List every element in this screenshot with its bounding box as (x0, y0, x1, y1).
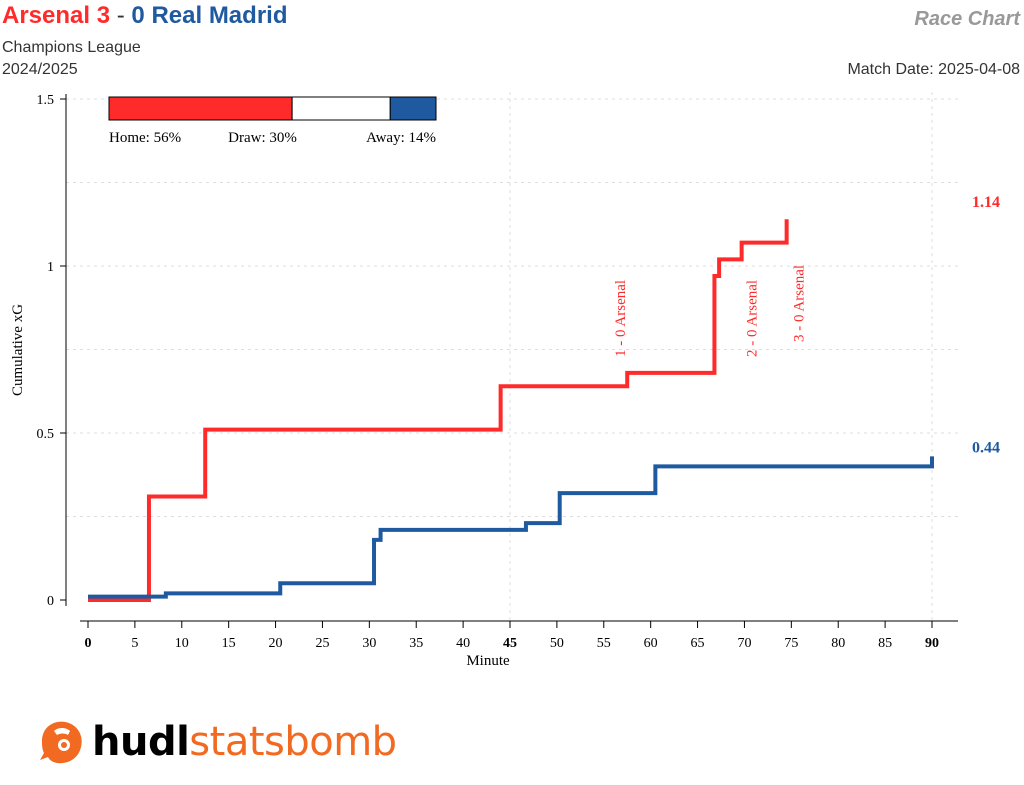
final-xg-label: 0.44 (972, 439, 1000, 456)
x-tick-label: 20 (269, 636, 283, 651)
y-tick-label: 0 (47, 594, 54, 609)
match-title: Arsenal 3 - 0 Real Madrid (2, 2, 287, 30)
goal-annotation: 2 - 0 Arsenal (745, 280, 761, 357)
x-tick-label: 15 (222, 636, 236, 651)
race-chart: 0 0.5 1 1.5 0 5 10 15 20 25 30 35 40 45 50 55 60 65 70 75 80… (10, 92, 1000, 669)
x-tick-label: 10 (175, 636, 189, 651)
grid-lines (66, 92, 958, 620)
x-tick-label: 0 (85, 636, 92, 651)
final-xg-label: 1.14 (972, 194, 1000, 211)
x-tick-label: 55 (597, 636, 611, 651)
match-date: Match Date: 2025-04-08 (847, 61, 1020, 78)
chart-type-label: Race Chart (914, 8, 1020, 30)
x-tick-label: 80 (831, 636, 845, 651)
x-tick-label: 70 (737, 636, 751, 651)
goal-annotation: 3 - 0 Arsenal (791, 265, 807, 342)
win-probability-bar: Home: 56% Draw: 30% Away: 14% (108, 96, 437, 146)
y-tick-label: 1.5 (37, 93, 55, 108)
goal-annotation: 1 - 0 Arsenal (613, 280, 629, 357)
series-line-home (88, 219, 789, 602)
series-lines: 1.14 0.44 (88, 194, 1000, 602)
away-team-name: Real Madrid (151, 2, 288, 29)
x-tick-label: 40 (456, 636, 470, 651)
prob-bar-away (389, 96, 437, 121)
goal-annotations: 1 - 0 Arsenal 2 - 0 Arsenal 3 - 0 Arsenal (613, 265, 807, 357)
y-axis-title: Cumulative xG (10, 304, 26, 396)
x-tick-label: 65 (691, 636, 705, 651)
logo-text-statsbomb: statsbomb (189, 719, 397, 765)
y-tick-label: 0.5 (37, 427, 55, 442)
axes: 0 0.5 1 1.5 0 5 10 15 20 25 30 35 40 45 50 55 60 65 70 75 80… (10, 93, 958, 669)
prob-label-home: Home: 56% (109, 130, 181, 146)
x-tick-label: 45 (503, 636, 517, 651)
x-tick-label: 30 (362, 636, 376, 651)
prob-bar-home (108, 96, 293, 121)
home-score: 3 (96, 2, 111, 29)
x-tick-label: 85 (878, 636, 892, 651)
away-score: 0 (131, 2, 145, 29)
series-line-away (88, 456, 934, 599)
home-team-name: Arsenal (2, 2, 91, 29)
prob-bar-draw (291, 96, 391, 121)
x-tick-label: 35 (409, 636, 423, 651)
y-tick-label: 1 (47, 260, 54, 275)
prob-label-draw: Draw: 30% (228, 130, 297, 146)
x-tick-label: 5 (131, 636, 138, 651)
season-label: 2024/2025 (2, 61, 78, 78)
statsbomb-logo-icon (40, 721, 82, 764)
x-axis-title: Minute (466, 653, 510, 669)
x-tick-label: 60 (644, 636, 658, 651)
competition-name: Champions League (2, 39, 141, 56)
x-tick-label: 50 (550, 636, 564, 651)
x-tick-label: 25 (315, 636, 329, 651)
logo-text-hudl: hudl (92, 719, 190, 765)
prob-label-away: Away: 14% (366, 130, 436, 146)
hudl-statsbomb-logo: hudlstatsbomb (34, 712, 397, 772)
score-separator: - (116, 2, 125, 29)
x-tick-label: 90 (925, 636, 939, 651)
x-tick-label: 75 (784, 636, 798, 651)
